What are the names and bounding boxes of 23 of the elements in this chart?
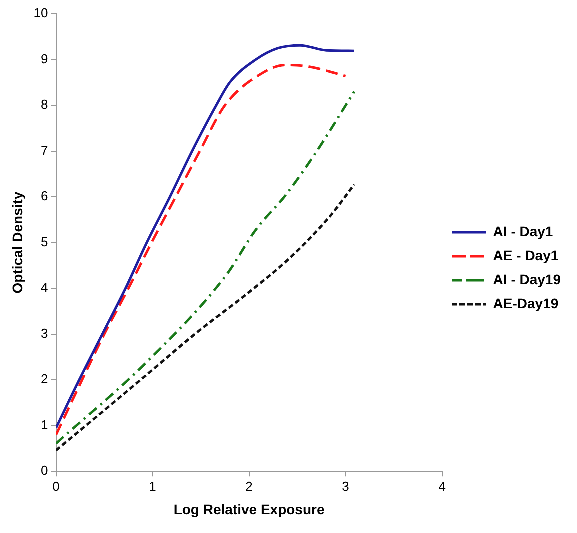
- x-tick-label: 3: [342, 478, 350, 494]
- y-tick-label: 3: [41, 326, 48, 341]
- legend-label: AE - Day1: [493, 247, 559, 264]
- x-tick-label: 4: [438, 478, 446, 494]
- y-tick-label: 1: [41, 417, 48, 432]
- line-series: [56, 183, 356, 452]
- y-tick-label: 2: [41, 372, 48, 387]
- y-tick-label: 7: [41, 142, 48, 158]
- x-tick-label: 2: [246, 478, 253, 494]
- x-tick-label: 0: [52, 478, 60, 494]
- legend-label: AI - Day1: [493, 223, 554, 240]
- y-tick-label: 0: [41, 463, 48, 478]
- y-tick-label: 8: [41, 97, 48, 112]
- y-tick-label: 6: [41, 188, 48, 204]
- x-axis-title: Log Relative Exposure: [174, 501, 325, 518]
- y-tick-label: 4: [41, 280, 48, 296]
- y-axis-title: Optical Density: [9, 192, 26, 294]
- legend-label: AI - Day19: [493, 271, 562, 288]
- legend-label: AE-Day19: [493, 295, 559, 312]
- y-tick-label: 9: [41, 51, 48, 66]
- y-tick-label: 5: [41, 234, 48, 250]
- x-tick-label: 1: [149, 478, 156, 494]
- y-tick-label: 10: [34, 6, 48, 21]
